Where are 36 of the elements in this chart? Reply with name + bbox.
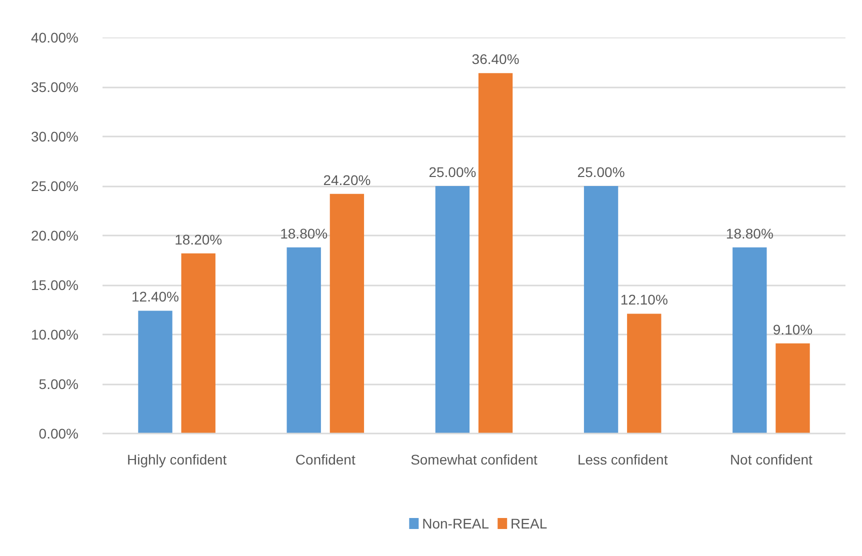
- data-label: 18.80%: [280, 225, 328, 242]
- y-tick-label: 0.00%: [38, 426, 79, 442]
- bar: [138, 310, 172, 434]
- data-label: 25.00%: [428, 164, 476, 180]
- bar: [435, 186, 470, 434]
- y-tick-label: 20.00%: [31, 228, 78, 244]
- bar: [478, 73, 513, 434]
- data-label: 24.20%: [323, 172, 371, 188]
- bar: [286, 247, 321, 434]
- bar: [330, 194, 364, 434]
- data-label: 18.80%: [726, 225, 774, 242]
- data-label: 12.10%: [620, 292, 668, 308]
- data-label: 9.10%: [772, 321, 813, 338]
- legend-label: REAL: [510, 516, 548, 532]
- x-tick-label: Highly confident: [126, 452, 227, 468]
- x-tick-label: Confident: [295, 452, 356, 468]
- legend-label: Non-REAL: [422, 516, 490, 532]
- y-tick-label: 5.00%: [38, 376, 79, 392]
- y-tick-label: 40.00%: [31, 30, 78, 46]
- data-label: 25.00%: [577, 164, 625, 180]
- x-tick-label: Not confident: [730, 452, 813, 468]
- data-label: 36.40%: [472, 51, 520, 68]
- bar: [627, 314, 662, 434]
- bar: [732, 247, 767, 434]
- bar: [181, 253, 216, 434]
- y-tick-label: 25.00%: [31, 178, 78, 194]
- y-tick-label: 30.00%: [31, 128, 78, 144]
- data-label: 18.20%: [174, 231, 222, 248]
- bar: [776, 343, 810, 434]
- y-tick-label: 15.00%: [31, 277, 78, 293]
- data-label: 12.40%: [132, 288, 179, 305]
- x-tick-label: Less confident: [577, 452, 668, 468]
- y-tick-label: 35.00%: [31, 79, 78, 95]
- x-tick-label: Somewhat confident: [410, 452, 538, 468]
- y-tick-label: 10.00%: [31, 326, 78, 342]
- bar: [584, 186, 618, 434]
